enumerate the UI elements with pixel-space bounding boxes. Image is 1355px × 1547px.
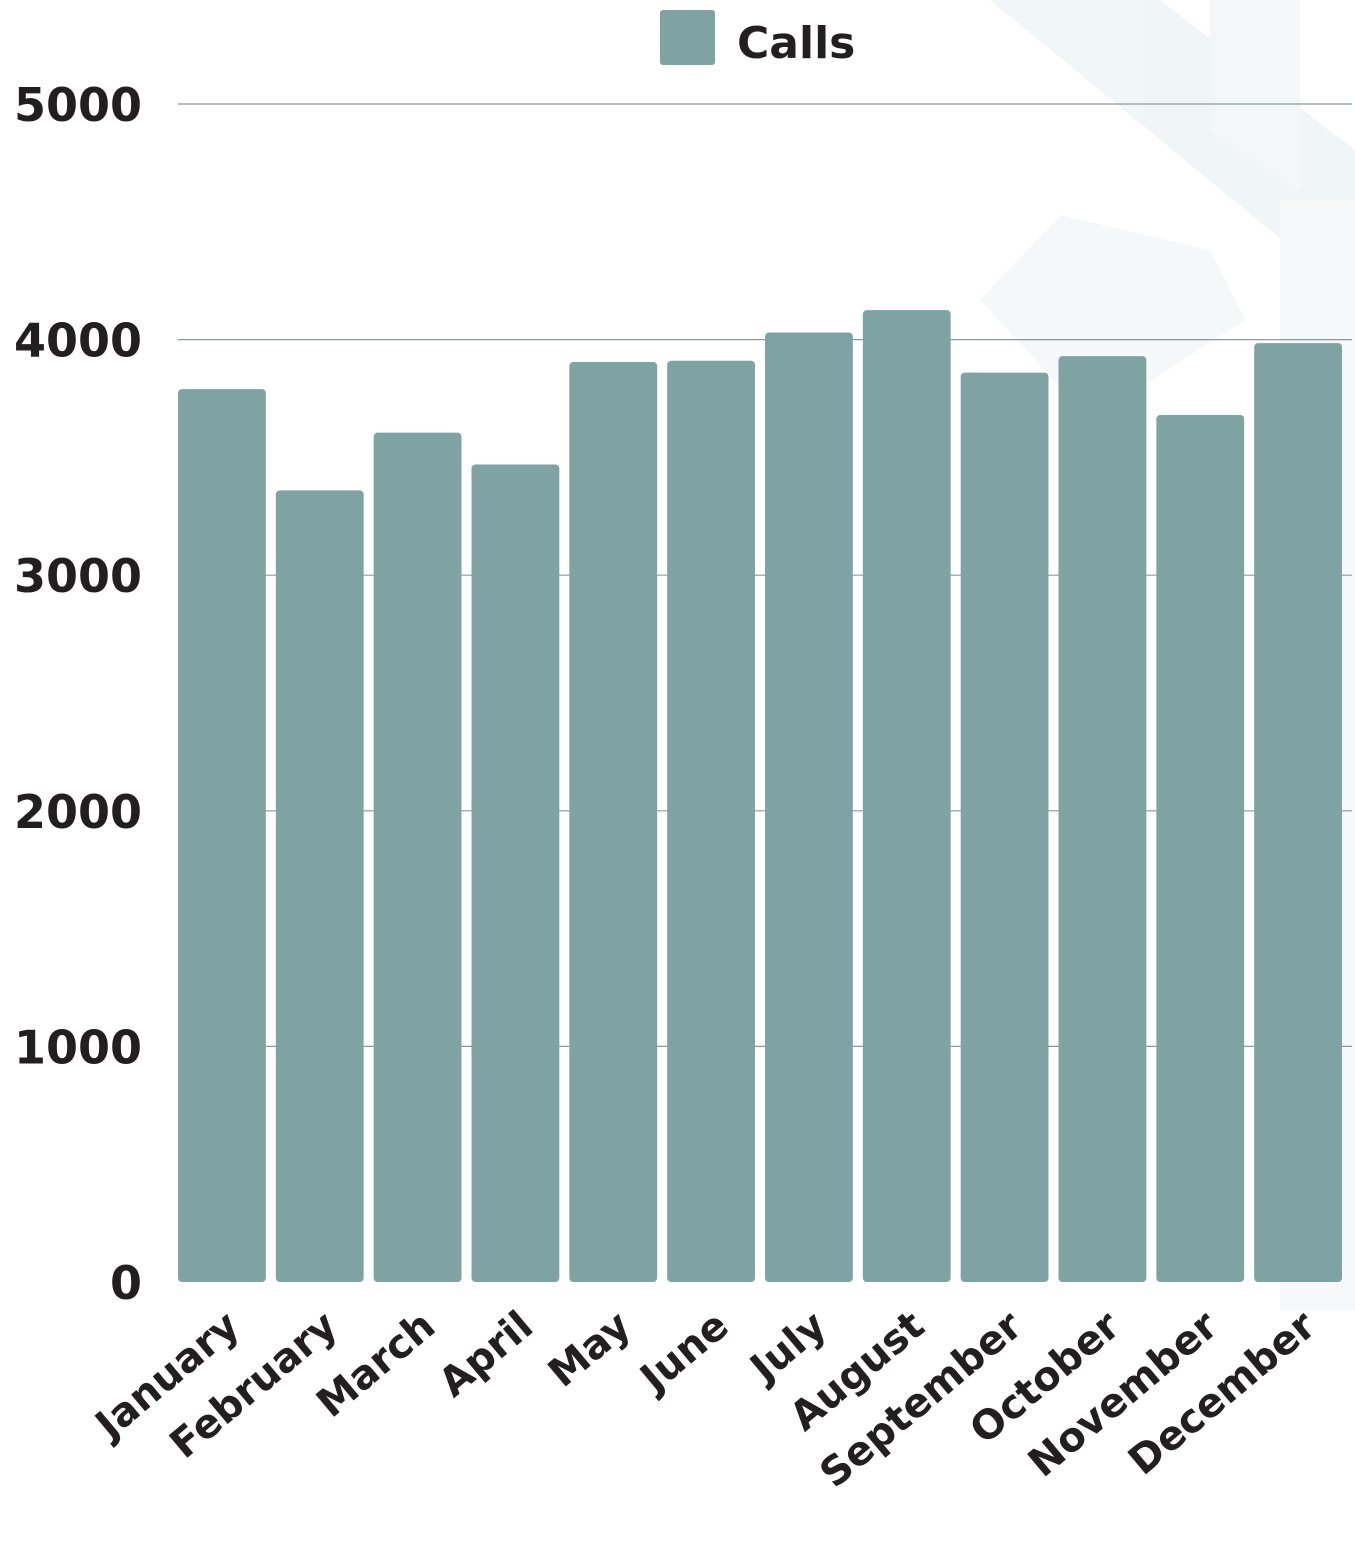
y-tick-label: 1000 <box>14 1020 142 1074</box>
bar-december <box>1254 343 1342 1282</box>
legend: Calls <box>660 10 855 69</box>
legend-swatch <box>660 10 715 65</box>
bar-october <box>1058 356 1147 1282</box>
bar-february <box>275 490 364 1282</box>
bar-august <box>862 310 951 1282</box>
bar-april <box>471 464 560 1282</box>
y-axis-ticks: 0 1000 2000 3000 4000 5000 <box>14 78 142 1310</box>
x-tick-label: May <box>540 1302 640 1396</box>
bar-march <box>373 432 462 1282</box>
bar-january <box>178 389 266 1282</box>
bar-may <box>569 361 658 1282</box>
bar-september <box>960 372 1049 1283</box>
y-tick-label: 4000 <box>14 314 142 368</box>
x-tick-label: June <box>630 1302 738 1403</box>
y-tick-label: 2000 <box>14 785 142 839</box>
bar-november <box>1156 414 1245 1282</box>
y-tick-label: 3000 <box>14 549 142 603</box>
bar-june <box>667 360 755 1283</box>
y-tick-label: 0 <box>110 1256 142 1310</box>
bar-july <box>765 332 853 1283</box>
y-tick-label: 5000 <box>14 78 142 132</box>
legend-label: Calls <box>737 18 855 69</box>
bars <box>178 310 1342 1283</box>
x-tick-label: April <box>431 1302 542 1406</box>
